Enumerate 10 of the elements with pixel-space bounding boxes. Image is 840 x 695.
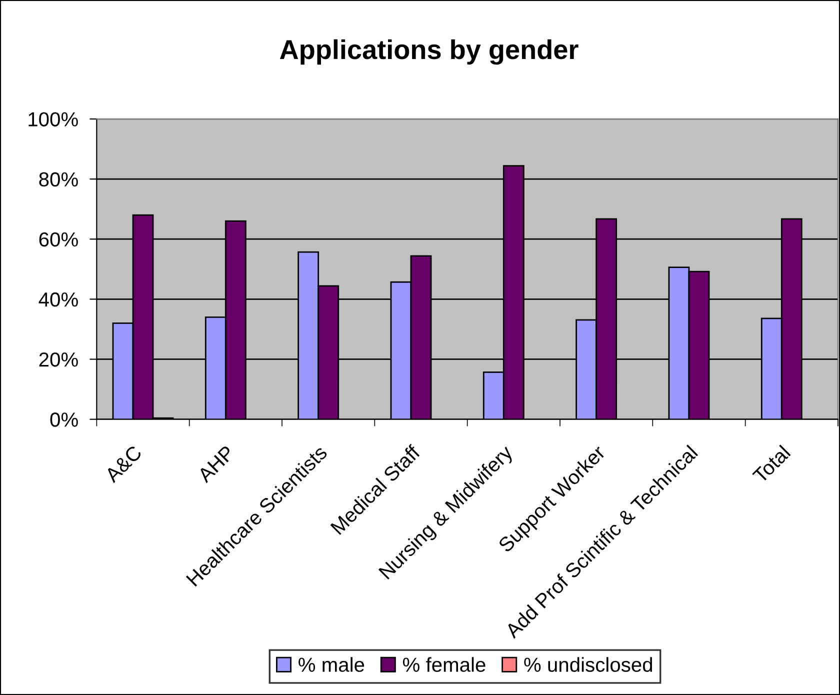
y-tick-label: 80%	[39, 172, 78, 187]
y-tick-label: 60%	[39, 232, 78, 247]
y-tick-label: 40%	[38, 292, 78, 307]
y-tick-label: 100%	[28, 112, 78, 126]
y-tick-label: 20%	[39, 352, 78, 367]
y-tick-label: 0%	[50, 412, 78, 427]
chart-title: Applications by gender	[280, 39, 578, 65]
legend-label: % male	[298, 657, 364, 672]
legend-label: % undisclosed	[524, 657, 652, 672]
legend-label: % female	[402, 657, 486, 672]
